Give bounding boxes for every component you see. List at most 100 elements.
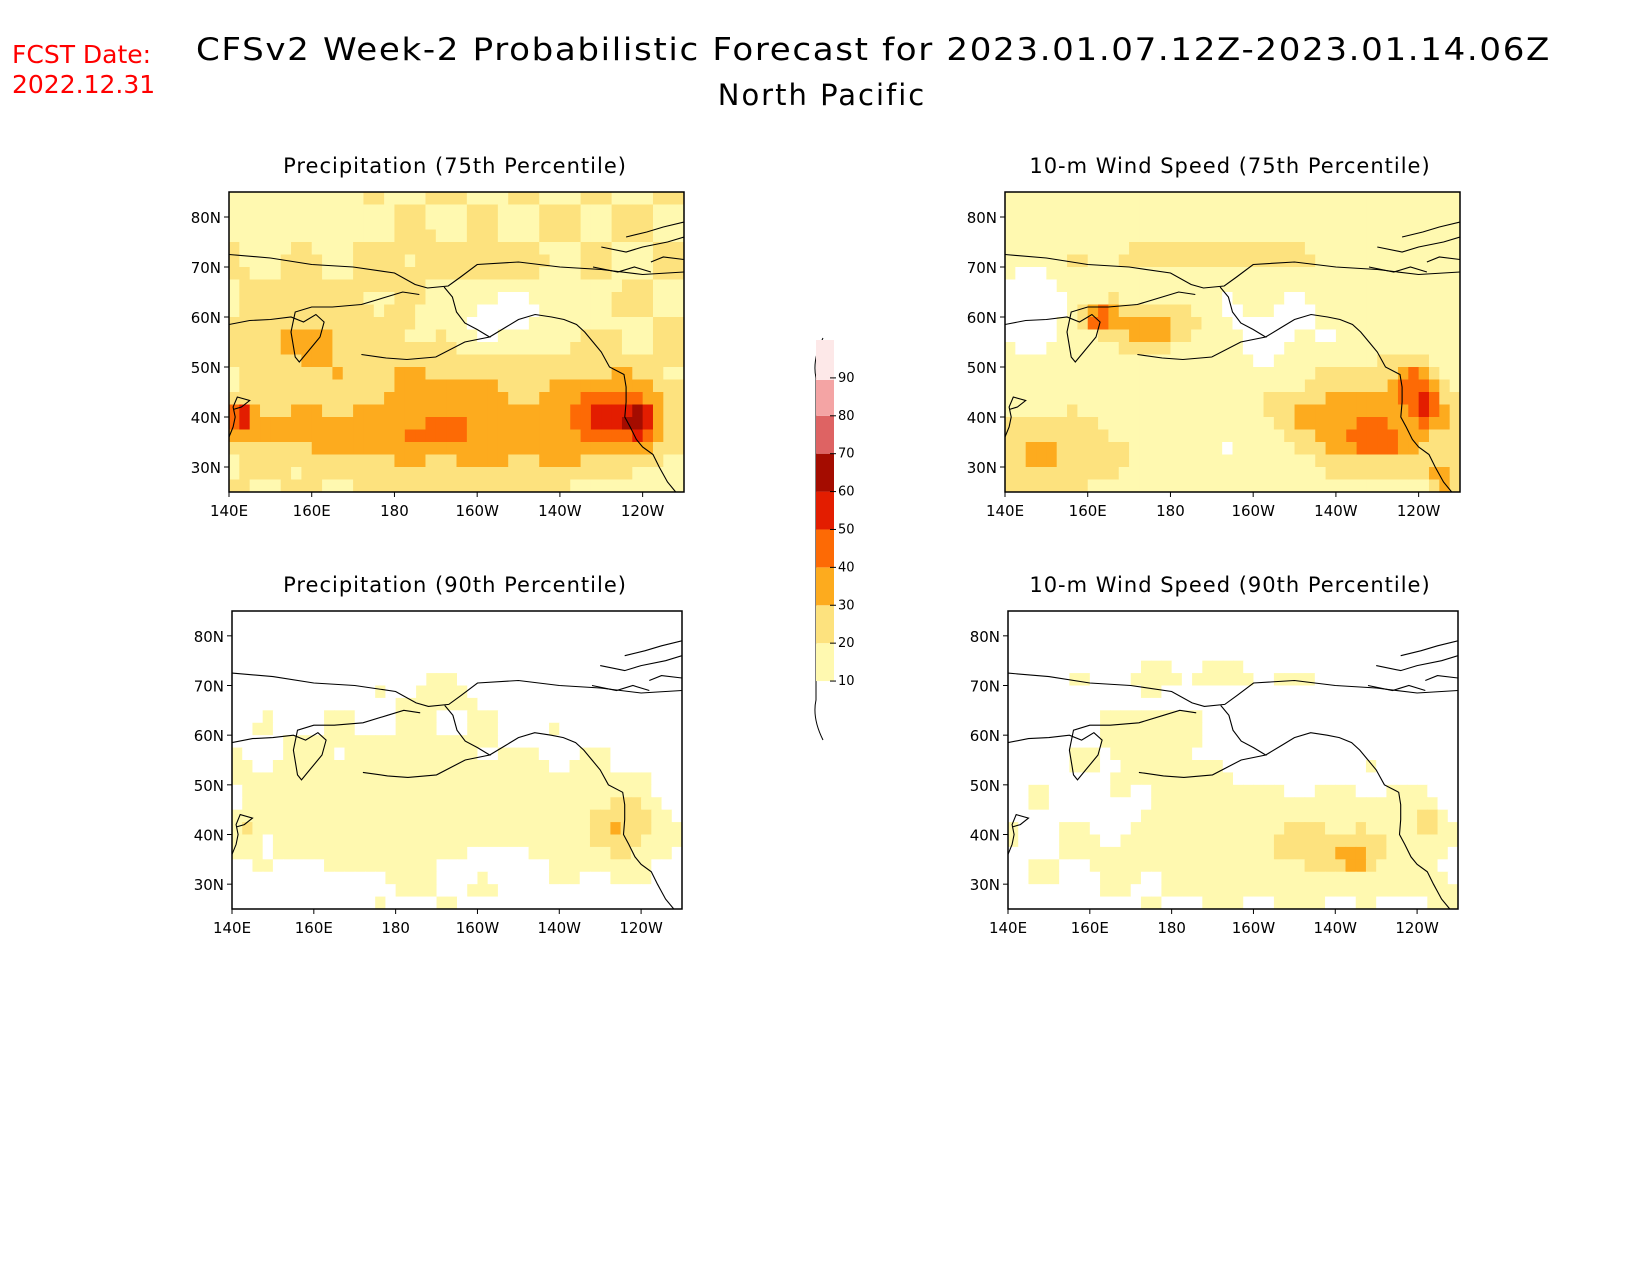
field-cell [324,747,335,761]
field-cell [1015,279,1027,293]
field-cell [229,342,240,356]
field-cell [405,673,417,687]
lon-tick-label: 120W [1397,502,1441,520]
field-cell [334,846,346,860]
field-cell [252,871,264,885]
field-cell [1449,479,1460,492]
field-cell [404,317,416,331]
field-cell [385,722,397,736]
field-cell [1161,859,1173,873]
field-cell [280,367,292,381]
field-cell [1129,404,1141,418]
field-cell [1335,454,1347,468]
field-cell [1222,784,1234,798]
field-cell [1437,685,1449,699]
field-cell [1222,822,1234,836]
field-cell [1437,871,1449,885]
field-cell [630,784,642,798]
field-cell [280,354,292,368]
field-cell [322,354,334,368]
field-cell [673,292,684,306]
field-cell [1130,809,1142,823]
field-cell [580,304,592,318]
field-cell [1284,747,1295,761]
field-cell [1161,697,1173,711]
field-cell [1273,354,1285,368]
field-cell [1212,871,1224,885]
field-cell [487,392,499,406]
field-cell [1366,354,1378,368]
field-cell [457,834,468,848]
field-cell [1089,822,1101,836]
field-cell [1005,342,1016,356]
field-cell [1346,254,1358,268]
field-cell [1005,367,1016,381]
field-cell [642,367,654,381]
field-cell [1232,329,1244,343]
field-cell [1130,760,1142,774]
field-cell [1325,404,1337,418]
field-cell [1067,317,1078,331]
field-cell [242,611,254,625]
field-cell [252,722,264,736]
field-cell [651,859,663,873]
coastline [1368,266,1428,273]
field-cell [600,834,612,848]
field-cell [1315,354,1327,368]
field-cell [1025,204,1037,218]
field-cell [1304,673,1316,687]
field-cell [1304,404,1316,418]
field-cell [1170,304,1182,318]
field-cell [642,342,654,356]
field-cell [354,648,366,662]
field-cell [1077,329,1089,343]
field-cell [1015,254,1027,268]
field-cell [1079,673,1091,687]
field-cell [1100,871,1111,885]
field-cell [373,442,385,456]
field-cell [641,697,652,711]
field-cell [291,417,302,431]
field-cell [229,217,240,231]
field-cell [1232,442,1244,456]
field-cell [497,467,509,481]
field-cell [324,611,335,625]
field-cell [632,229,644,243]
field-cell [1233,797,1244,811]
field-cell [661,673,673,687]
field-cell [1151,822,1163,836]
field-cell [249,442,261,456]
field-cell [1008,660,1019,674]
field-cell [1233,760,1244,774]
field-cell [1046,454,1058,468]
field-cell [1365,635,1377,649]
field-cell [426,809,438,823]
field-cell [416,834,427,848]
field-cell [1356,267,1368,281]
coastline [1426,256,1460,263]
field-cell [425,279,437,293]
field-cell [1212,735,1224,749]
field-cell [1046,479,1058,492]
field-cell [1130,697,1142,711]
field-cell [1428,242,1440,256]
field-cell [405,623,417,637]
field-cell [549,404,561,418]
field-cell [1377,279,1389,293]
field-cell [579,722,591,736]
field-cell [1242,204,1254,218]
field-cell [1406,747,1418,761]
field-cell [272,784,284,798]
field-cell [1069,623,1081,637]
field-cell [239,329,251,343]
field-cell [1294,354,1306,368]
field-cell [232,623,243,637]
field-cell [1386,710,1398,724]
field-cell [1242,417,1254,431]
field-cell [415,192,427,206]
field-cell [1356,242,1368,256]
field-cell [1120,611,1132,625]
field-cell [1396,747,1408,761]
field-cell [1304,871,1316,885]
field-cell [539,329,551,343]
